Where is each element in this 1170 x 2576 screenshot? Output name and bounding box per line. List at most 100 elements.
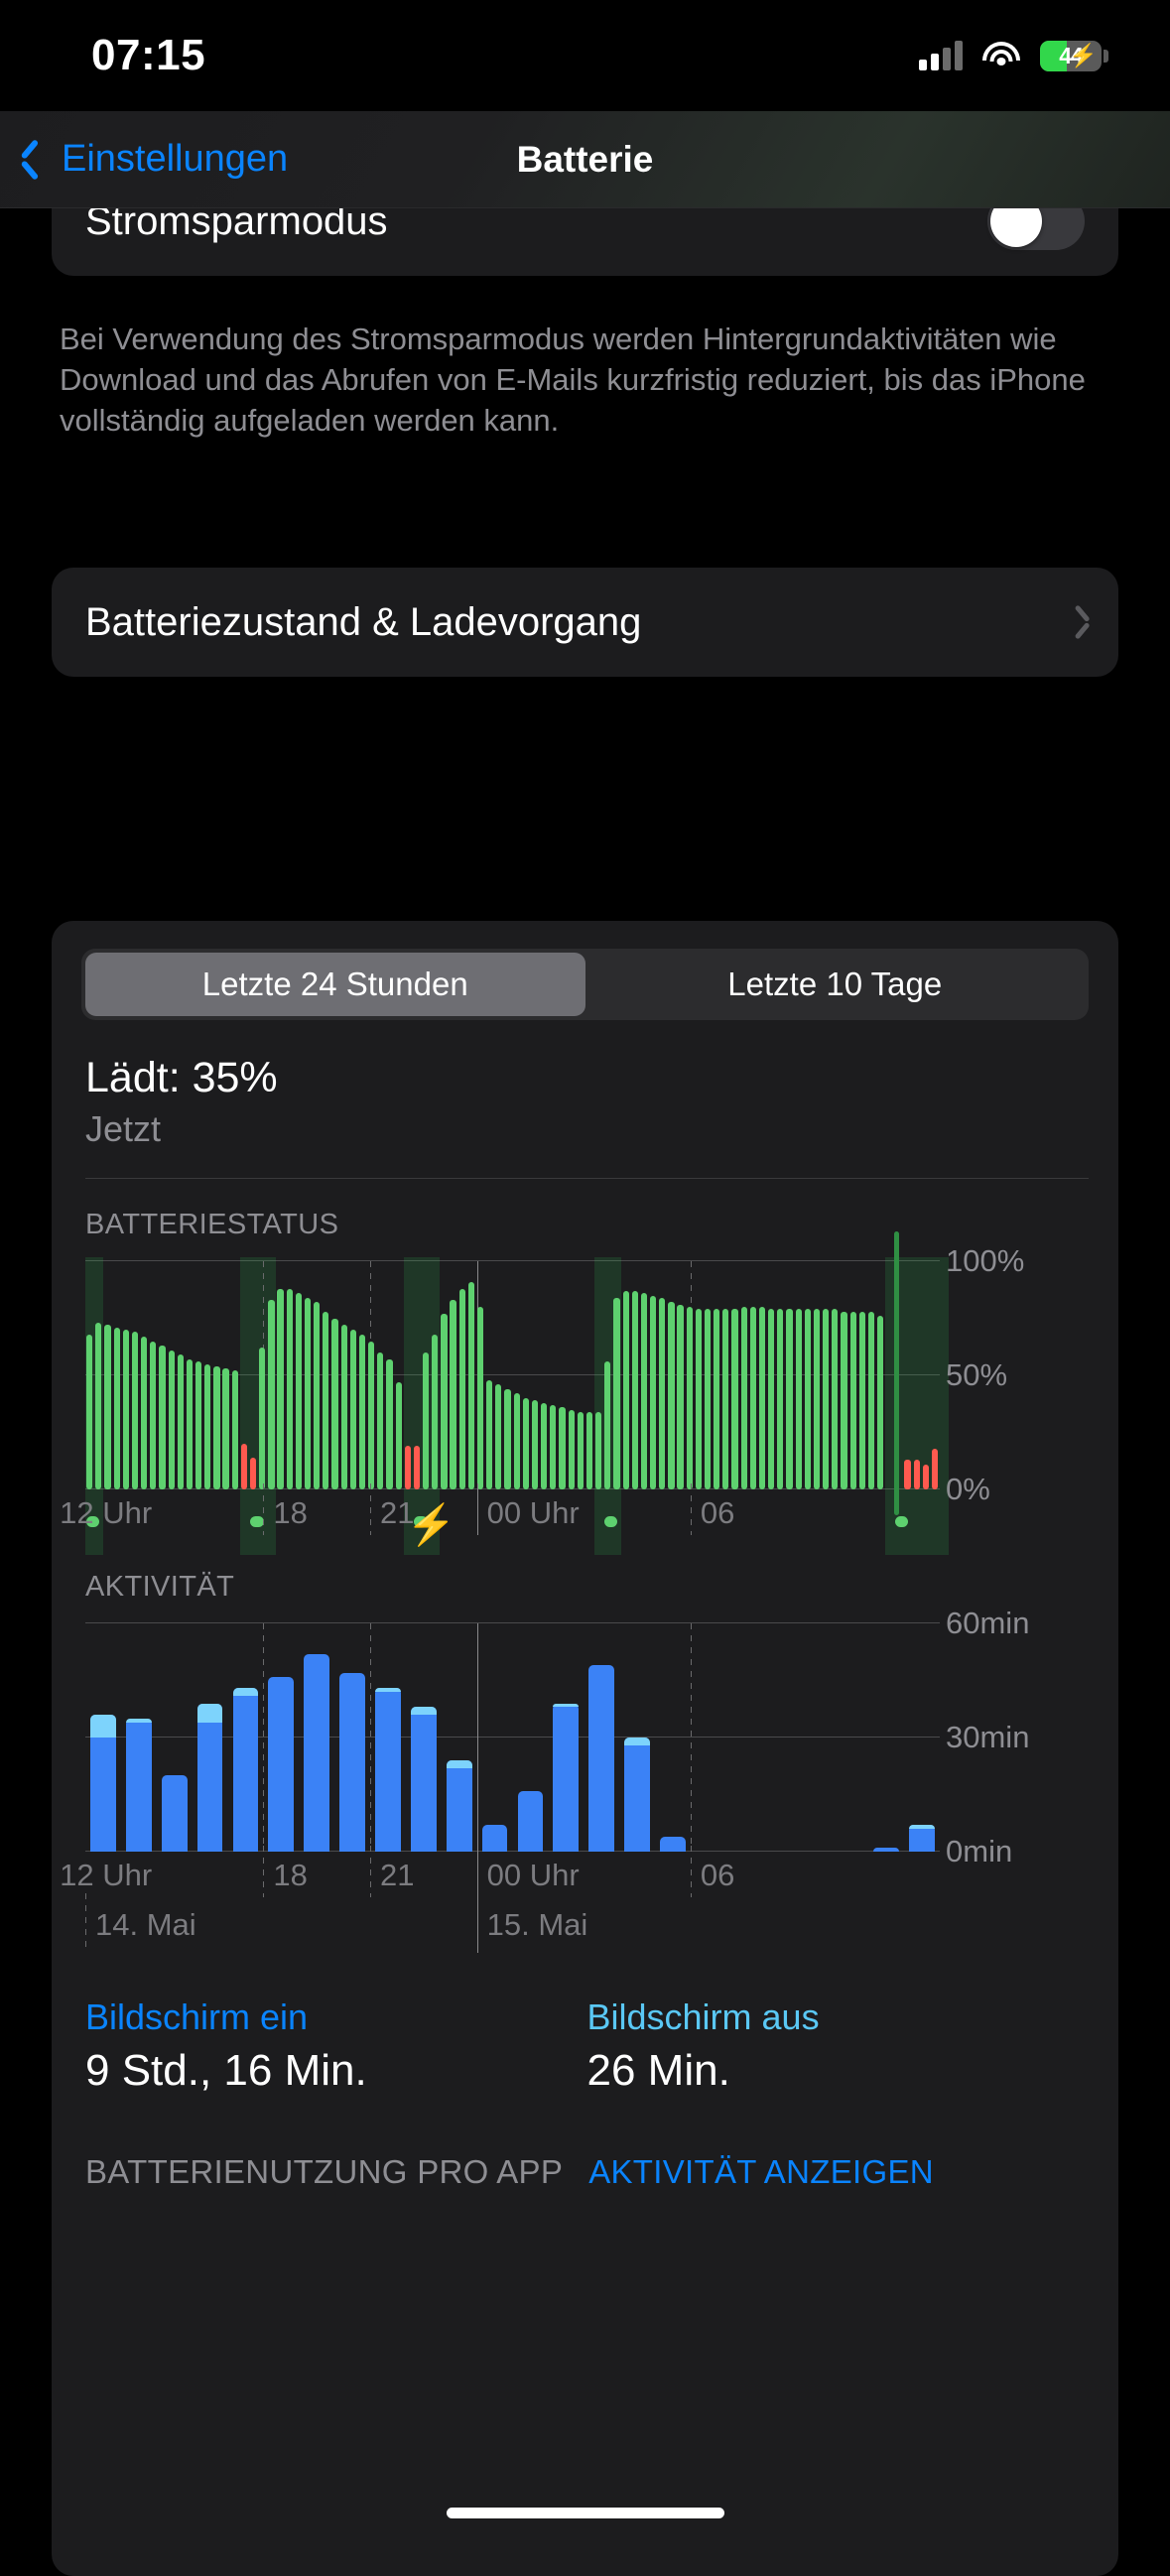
battery-level-bar <box>150 1342 156 1490</box>
activity-bar <box>304 1654 329 1852</box>
x-axis-tick-line <box>370 1846 371 1897</box>
battery-level-bar <box>468 1282 474 1489</box>
battery-level-bar <box>578 1412 584 1489</box>
page-title: Batterie <box>517 139 654 181</box>
charging-bolt-icon: ⚡ <box>1069 45 1098 67</box>
battery-level-bar <box>359 1335 365 1489</box>
battery-level-bar <box>423 1352 429 1489</box>
status-bar-time: 07:15 <box>91 31 205 80</box>
battery-level-bar <box>850 1312 856 1489</box>
battery-level-bar <box>904 1460 910 1489</box>
x-axis-tick-label: 12 Uhr <box>60 1495 152 1531</box>
activity-bar <box>588 1665 614 1852</box>
battery-level-bar <box>687 1307 693 1489</box>
x-axis-tick-label: 00 Uhr <box>487 1495 580 1531</box>
battery-level-bar <box>396 1382 402 1489</box>
battery-level-bar <box>169 1351 175 1489</box>
x-axis-tick-line <box>263 1483 264 1535</box>
battery-level-bar <box>923 1465 929 1489</box>
chevron-right-icon <box>1067 606 1085 638</box>
battery-level-bar <box>650 1296 656 1490</box>
battery-level-bar <box>104 1325 110 1489</box>
screen-off-label: Bildschirm aus <box>587 1996 1090 2038</box>
battery-level-bar <box>323 1312 328 1489</box>
battery-level-bar <box>178 1354 184 1489</box>
battery-level-bar <box>222 1368 228 1489</box>
date-tick-line <box>85 1893 86 1953</box>
battery-level-bar <box>504 1389 510 1489</box>
segment-last-24-hours[interactable]: Letzte 24 Stunden <box>85 953 585 1016</box>
battery-level-bar <box>477 1307 483 1489</box>
activity-bar <box>162 1775 188 1852</box>
battery-level-bar <box>141 1337 147 1489</box>
battery-level-bar <box>677 1305 683 1489</box>
battery-level-bar <box>613 1298 619 1489</box>
battery-level-bar <box>187 1359 193 1489</box>
y-axis-tick-label: 0% <box>946 1472 990 1507</box>
charge-status-subtitle: Jetzt <box>85 1108 1089 1150</box>
x-axis-tick-line <box>477 1846 478 1897</box>
activity-bar-screen-off <box>909 1825 935 1829</box>
back-button[interactable]: Einstellungen <box>0 138 288 181</box>
battery-level-bar <box>805 1309 811 1489</box>
battery-level-bar <box>759 1307 765 1489</box>
activity-bar-screen-off <box>411 1707 437 1715</box>
y-axis-tick-label: 50% <box>946 1357 1007 1393</box>
time-range-segmented-control[interactable]: Letzte 24 Stunden Letzte 10 Tage <box>81 949 1089 1020</box>
battery-level-bar <box>341 1325 347 1489</box>
bottom-links: BATTERIENUTZUNG PRO APP AKTIVITÄT ANZEIG… <box>85 2153 1089 2191</box>
battery-level-bar <box>914 1460 920 1489</box>
battery-level-bar <box>268 1300 274 1489</box>
activity-bar <box>233 1688 259 1852</box>
x-axis-tick-label: 18 <box>273 1495 307 1531</box>
battery-level-bar <box>331 1319 337 1490</box>
activity-bar-screen-off <box>233 1688 259 1696</box>
x-axis-tick-line <box>370 1483 371 1535</box>
back-button-label: Einstellungen <box>62 138 288 181</box>
cellular-signal-icon <box>919 41 963 70</box>
battery-level-bar <box>241 1444 247 1489</box>
segment-last-10-days[interactable]: Letzte 10 Tage <box>585 953 1086 1016</box>
battery-level-bar <box>314 1302 320 1489</box>
low-power-mode-footnote: Bei Verwendung des Stromsparmodus werden… <box>60 320 1108 442</box>
battery-level-bar <box>604 1361 610 1489</box>
battery-level-bar <box>287 1289 293 1489</box>
battery-level-bar <box>796 1309 802 1489</box>
battery-level-bar <box>641 1293 647 1489</box>
x-axis-tick-line <box>691 1846 692 1897</box>
home-indicator[interactable] <box>447 2508 724 2518</box>
battery-level-bar <box>386 1359 392 1489</box>
screen-on-column[interactable]: Bildschirm ein 9 Std., 16 Min. <box>85 1996 587 2096</box>
activity-bar-screen-off <box>90 1715 116 1738</box>
screen-off-column[interactable]: Bildschirm aus 26 Min. <box>587 1996 1090 2096</box>
battery-level-bar <box>668 1302 674 1489</box>
battery-level-bar <box>623 1291 629 1489</box>
wifi-icon <box>982 42 1020 69</box>
battery-level-bar <box>714 1309 719 1489</box>
battery-level-bar <box>932 1449 938 1489</box>
battery-level-bar <box>569 1410 575 1490</box>
show-activity-button[interactable]: AKTIVITÄT ANZEIGEN <box>588 2153 934 2191</box>
activity-bar <box>518 1791 544 1852</box>
row-battery-health[interactable]: Batteriezustand & Ladevorgang <box>52 568 1118 677</box>
battery-level-bar <box>523 1398 529 1489</box>
now-marker-line <box>894 1231 899 1515</box>
date-label: 14. Mai <box>95 1907 196 1943</box>
activity-bar <box>624 1738 650 1852</box>
activity-bar <box>660 1837 686 1852</box>
vertical-gridline <box>263 1623 264 1852</box>
x-axis-tick-label: 21 <box>380 1495 414 1531</box>
battery-level-bar <box>868 1312 874 1489</box>
battery-stats-card: Letzte 24 Stunden Letzte 10 Tage Lädt: 3… <box>52 921 1118 2576</box>
battery-level-bar <box>777 1309 783 1489</box>
y-axis-tick-label: 0min <box>946 1834 1012 1869</box>
battery-level-bar <box>95 1323 101 1489</box>
x-axis-tick-line <box>263 1846 264 1897</box>
x-axis-tick-label: 12 Uhr <box>60 1858 152 1893</box>
battery-level-bar <box>696 1309 702 1489</box>
battery-level-bar <box>232 1370 238 1489</box>
activity-bar <box>197 1704 223 1853</box>
